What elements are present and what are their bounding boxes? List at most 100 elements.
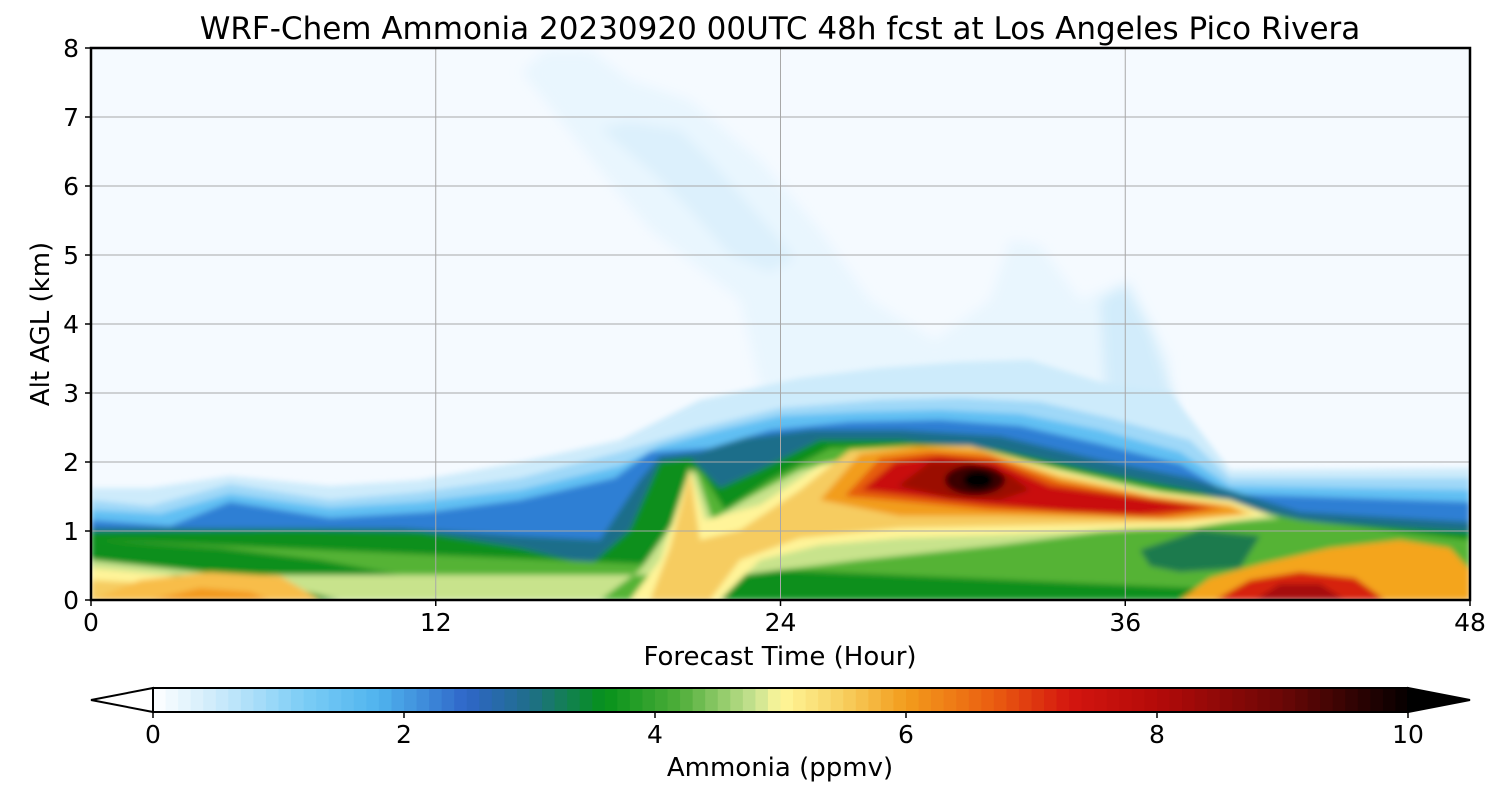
colorbar-segment <box>203 688 217 712</box>
colorbar-segment <box>629 688 644 712</box>
colorbar-segment <box>617 688 631 712</box>
colorbar-segment <box>190 688 204 712</box>
colorbar-segment <box>391 688 405 712</box>
colorbar-extend-low <box>90 686 154 714</box>
colorbar-segment <box>680 688 694 712</box>
colorbar-tick-label: 2 <box>396 720 412 749</box>
colorbar-segment <box>504 688 518 712</box>
x-tick-label: 36 <box>1109 608 1141 637</box>
surface-left-deep <box>150 588 270 600</box>
colorbar-segment <box>968 688 982 712</box>
colorbar-segment <box>353 688 367 712</box>
y-tick-label: 0 <box>63 586 79 615</box>
colorbar-segment <box>906 688 920 712</box>
x-tick-label: 0 <box>83 608 99 637</box>
colorbar-segment <box>253 688 267 712</box>
colorbar-segment <box>1295 688 1309 712</box>
colorbar-frame <box>152 687 1409 713</box>
colorbar-segment <box>717 688 731 712</box>
colorbar-segment <box>843 688 857 712</box>
colorbar-segment <box>1395 688 1409 712</box>
colorbar-segment <box>1332 688 1346 712</box>
colorbar <box>90 686 1471 714</box>
colorbar-segment <box>655 688 669 712</box>
colorbar-segment <box>178 688 192 712</box>
surface-darkred-cell <box>1255 584 1345 600</box>
colorbar-segment <box>240 688 254 712</box>
colorbar-segment <box>943 688 957 712</box>
colorbar-segment <box>491 688 505 712</box>
colorbar-segment <box>604 688 618 712</box>
colorbar-segment <box>479 688 493 712</box>
y-tick-label: 7 <box>63 103 79 132</box>
colorbar-segment <box>1056 688 1070 712</box>
colorbar-segment <box>404 688 418 712</box>
colorbar-segment <box>429 688 443 712</box>
colorbar-segment <box>328 688 342 712</box>
colorbar-tick-label: 0 <box>145 720 161 749</box>
surface-green-cell <box>1140 530 1260 572</box>
y-tick-label: 6 <box>63 172 79 201</box>
colorbar-segment <box>579 688 593 712</box>
colorbar-segment <box>291 688 305 712</box>
colorbar-segment <box>529 688 543 712</box>
colorbar-segment <box>316 688 330 712</box>
colorbar-segment <box>516 688 531 712</box>
colorbar-tick-label: 10 <box>1392 720 1424 749</box>
colorbar-segment <box>341 688 355 712</box>
colorbar-segment <box>1119 688 1133 712</box>
colorbar-segment <box>1320 688 1334 712</box>
colorbar-segment <box>918 688 932 712</box>
colorbar-segment <box>667 688 681 712</box>
colorbar-segment <box>265 688 280 712</box>
colorbar-segment <box>1106 688 1120 712</box>
upper-plume-light <box>600 122 795 272</box>
colorbar-segment <box>793 688 807 712</box>
colorbar-segment <box>1069 688 1083 712</box>
y-axis-ticks: 0 1 2 3 4 5 6 7 8 <box>63 34 91 615</box>
colorbar-segment <box>880 688 895 712</box>
colorbar-segment <box>1232 688 1246 712</box>
colorbar-segment <box>1307 688 1321 712</box>
colorbar-segment <box>780 688 794 712</box>
colorbar-segment <box>1144 688 1158 712</box>
colorbar-segment <box>805 688 819 712</box>
x-tick-label: 24 <box>765 608 797 637</box>
colorbar-segment <box>228 688 242 712</box>
colorbar-segment <box>1257 688 1271 712</box>
colorbar-segment <box>278 688 292 712</box>
colorbar-segment <box>692 688 706 712</box>
colorbar-segment <box>303 688 317 712</box>
colorbar-segment <box>1370 688 1384 712</box>
colorbar-segment <box>993 688 1007 712</box>
colorbar-segment <box>1194 688 1208 712</box>
colorbar-segment <box>466 688 480 712</box>
colorbar-segment <box>956 688 970 712</box>
colorbar-segment <box>742 688 756 712</box>
y-tick-label: 3 <box>63 379 79 408</box>
colorbar-segment <box>931 688 945 712</box>
colorbar-segment <box>1219 688 1233 712</box>
chart-title: WRF-Chem Ammonia 20230920 00UTC 48h fcst… <box>200 11 1361 47</box>
colorbar-segment <box>1382 688 1397 712</box>
colorbar-segment <box>755 688 769 712</box>
x-axis-label: Forecast Time (Hour) <box>643 642 916 672</box>
colorbar-segment <box>1182 688 1196 712</box>
y-tick-label: 8 <box>63 34 79 63</box>
x-axis-ticks: 0 12 24 36 48 <box>83 600 1486 637</box>
y-tick-label: 2 <box>63 448 79 477</box>
colorbar-segment <box>1269 688 1284 712</box>
colorbar-segment <box>893 688 907 712</box>
colorbar-segment <box>165 688 179 712</box>
colorbar-segment <box>767 688 782 712</box>
colorbar-segment <box>1244 688 1258 712</box>
colorbar-segment <box>441 688 455 712</box>
colorbar-segment <box>215 688 229 712</box>
colorbar-ticks: 0 2 4 6 8 10 <box>145 712 1424 749</box>
layer-band-10p0 <box>963 471 993 489</box>
colorbar-tick-label: 6 <box>898 720 914 749</box>
colorbar-segment <box>642 688 656 712</box>
grid-lines <box>91 48 1470 600</box>
colorbar-segment <box>730 688 744 712</box>
colorbar-segment <box>378 688 393 712</box>
